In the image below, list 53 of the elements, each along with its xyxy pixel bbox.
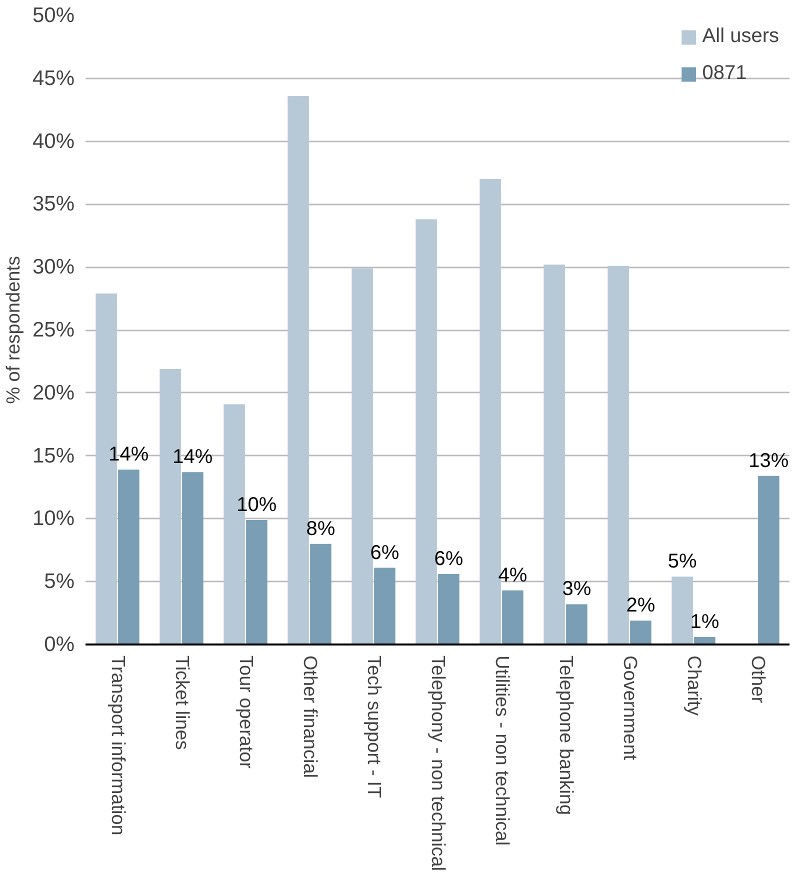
data-label: 14% (108, 444, 149, 466)
y-tick-label: 0% (44, 633, 75, 656)
bar (544, 264, 565, 644)
bar (416, 219, 437, 644)
bar (438, 574, 460, 644)
x-tick-label: Telephony - non technical (427, 656, 448, 871)
x-tick-label: Other financial (299, 656, 320, 778)
x-tick-label: Charity (683, 656, 704, 716)
bar (246, 520, 268, 644)
x-tick-label: Utilities - non technical (491, 656, 512, 846)
data-label: 6% (434, 548, 464, 570)
bar (608, 266, 629, 644)
x-tick-label: Ticket lines (171, 656, 192, 750)
bar (310, 544, 332, 644)
y-tick-label: 50% (32, 4, 74, 27)
bar (630, 620, 652, 644)
y-tick-label: 25% (32, 318, 74, 342)
data-label: 5% (668, 550, 697, 573)
bar (374, 568, 396, 644)
bar (502, 590, 524, 644)
y-tick-label: 10% (32, 507, 74, 530)
data-label: 14% (172, 446, 213, 468)
bar (352, 268, 373, 644)
x-tick-label: Government (619, 656, 640, 761)
legend-label: 0871 (702, 62, 747, 85)
data-label: 2% (626, 594, 656, 617)
bar (566, 604, 588, 644)
bar (758, 476, 780, 644)
y-tick-label: 30% (32, 256, 74, 279)
y-tick-label: 20% (32, 381, 74, 404)
x-tick-label: Other (747, 656, 768, 704)
data-label: 3% (562, 578, 592, 600)
data-label: 1% (690, 610, 720, 633)
x-tick-label: Tour operator (235, 656, 256, 770)
x-tick-label: Telephone banking (555, 656, 576, 816)
y-tick-label: 5% (44, 570, 75, 594)
data-label: 8% (306, 518, 336, 540)
y-tick-label: 40% (32, 130, 74, 153)
data-label: 10% (236, 494, 277, 516)
bar (118, 470, 140, 644)
legend-label: All users (702, 25, 779, 48)
y-tick-label: 35% (32, 192, 74, 216)
y-tick-label: 45% (32, 66, 74, 90)
data-label: 4% (498, 564, 528, 586)
bar (288, 96, 309, 644)
x-tick-label: Tech support - IT (363, 656, 384, 798)
x-tick-label: Transport information (107, 656, 128, 836)
y-tick-label: 15% (32, 444, 74, 468)
y-axis-title: % of respondents (3, 256, 24, 404)
data-label: 13% (748, 450, 789, 472)
data-label: 6% (370, 542, 400, 564)
bar (182, 472, 204, 644)
bar (672, 576, 693, 644)
